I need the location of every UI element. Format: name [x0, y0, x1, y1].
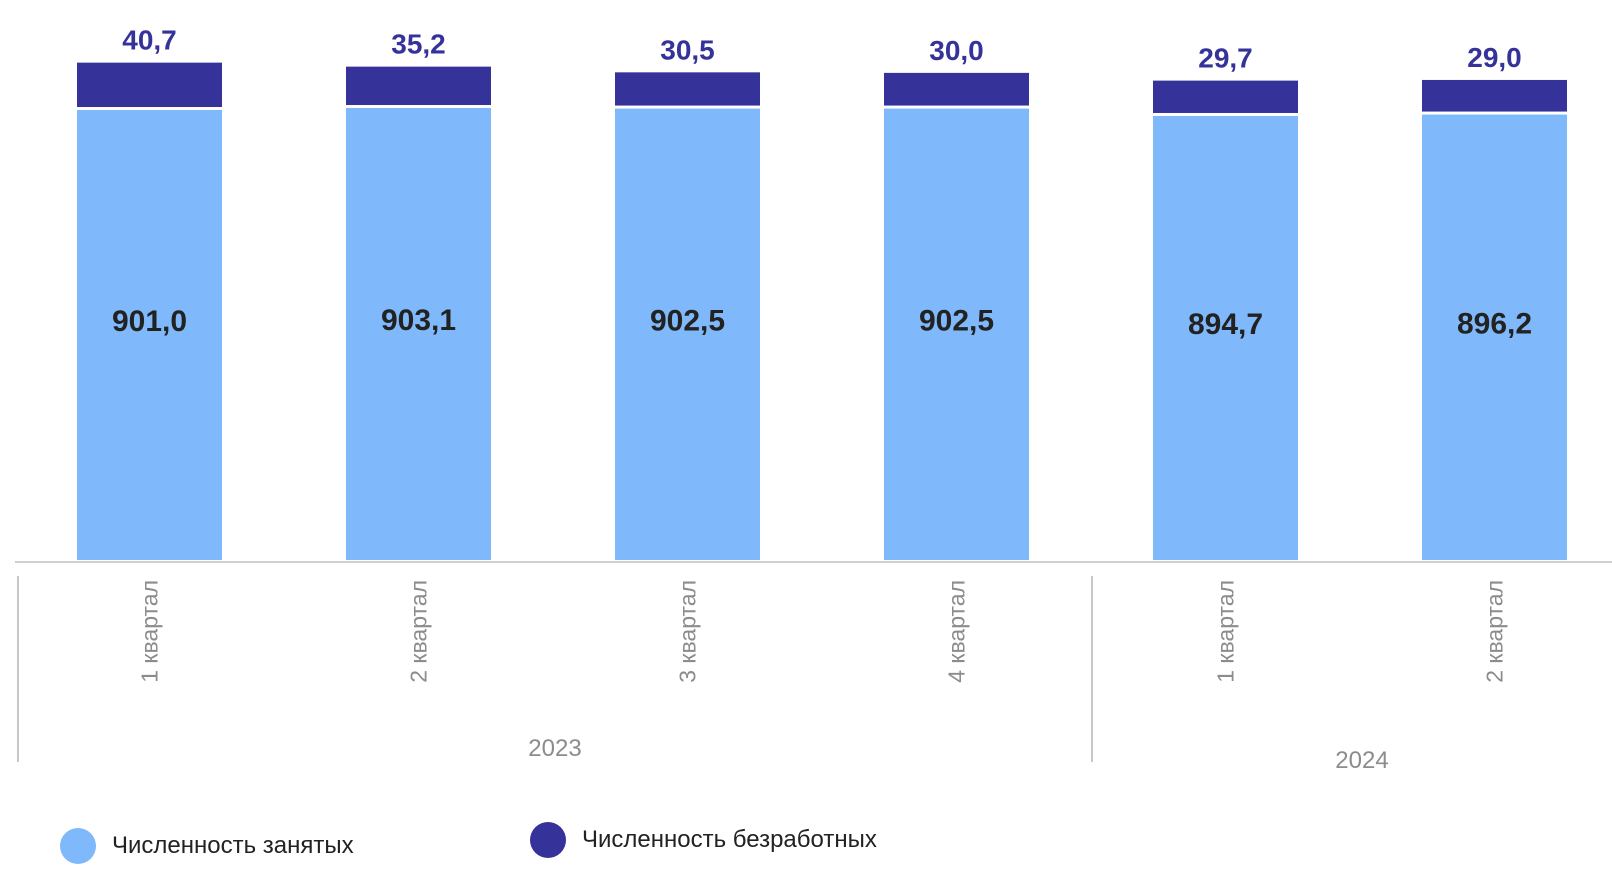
legend-swatch-unemployed	[530, 822, 566, 858]
group-label-2024: 2024	[1335, 747, 1388, 774]
legend-swatch-employed	[60, 828, 96, 864]
tick-label-3: 4 квартал	[944, 580, 970, 683]
group-label-2023: 2023	[528, 735, 581, 762]
data-label-employed-0: 901,0	[112, 305, 187, 338]
data-label-employed-1: 903,1	[381, 304, 456, 337]
tick-label-4: 1 квартал	[1213, 580, 1239, 683]
legend-item-employed: Численность занятых	[60, 828, 354, 864]
tick-label-2: 3 квартал	[675, 580, 701, 683]
bar-employed-2	[615, 108, 760, 560]
bar-unemployed-5	[1422, 79, 1567, 112]
bar-unemployed-4	[1153, 80, 1298, 113]
tick-labels-layer: 1 квартал 2 квартал 3 квартал 4 квартал 1 кв…	[137, 580, 1508, 683]
data-label-employed-5: 896,2	[1457, 307, 1532, 340]
data-label-unemployed-0: 40,7	[122, 25, 177, 56]
bar-employed-4	[1153, 115, 1298, 561]
legend-label-employed: Численность занятых	[112, 832, 354, 859]
bar-employed-1	[346, 108, 491, 560]
bar-employed-3	[884, 108, 1029, 560]
tick-label-0: 1 квартал	[137, 580, 163, 683]
bar-unemployed-0	[77, 62, 222, 107]
bar-employed-5	[1422, 114, 1567, 560]
data-label-unemployed-1: 35,2	[391, 29, 446, 60]
data-label-unemployed-5: 29,0	[1467, 42, 1522, 73]
data-label-unemployed-2: 30,5	[660, 34, 715, 65]
bar-unemployed-2	[615, 72, 760, 106]
data-label-employed-3: 902,5	[919, 304, 994, 337]
data-label-unemployed-3: 30,0	[929, 35, 984, 66]
data-label-employed-4: 894,7	[1188, 308, 1263, 341]
legend-item-unemployed: Численность безработных	[530, 822, 877, 858]
data-label-unemployed-4: 29,7	[1198, 43, 1253, 74]
bar-unemployed-3	[884, 72, 1029, 106]
bars-layer: 901,0 40,7 903,1 35,2 902,5 30,5 902,5 30,0 894,…	[77, 25, 1567, 561]
tick-label-5: 2 квартал	[1482, 580, 1508, 683]
bar-unemployed-1	[346, 66, 491, 106]
bar-employed-0	[77, 110, 222, 560]
data-label-employed-2: 902,5	[650, 304, 725, 337]
legend-label-unemployed: Численность безработных	[582, 826, 877, 853]
tick-label-1: 2 квартал	[406, 580, 432, 683]
